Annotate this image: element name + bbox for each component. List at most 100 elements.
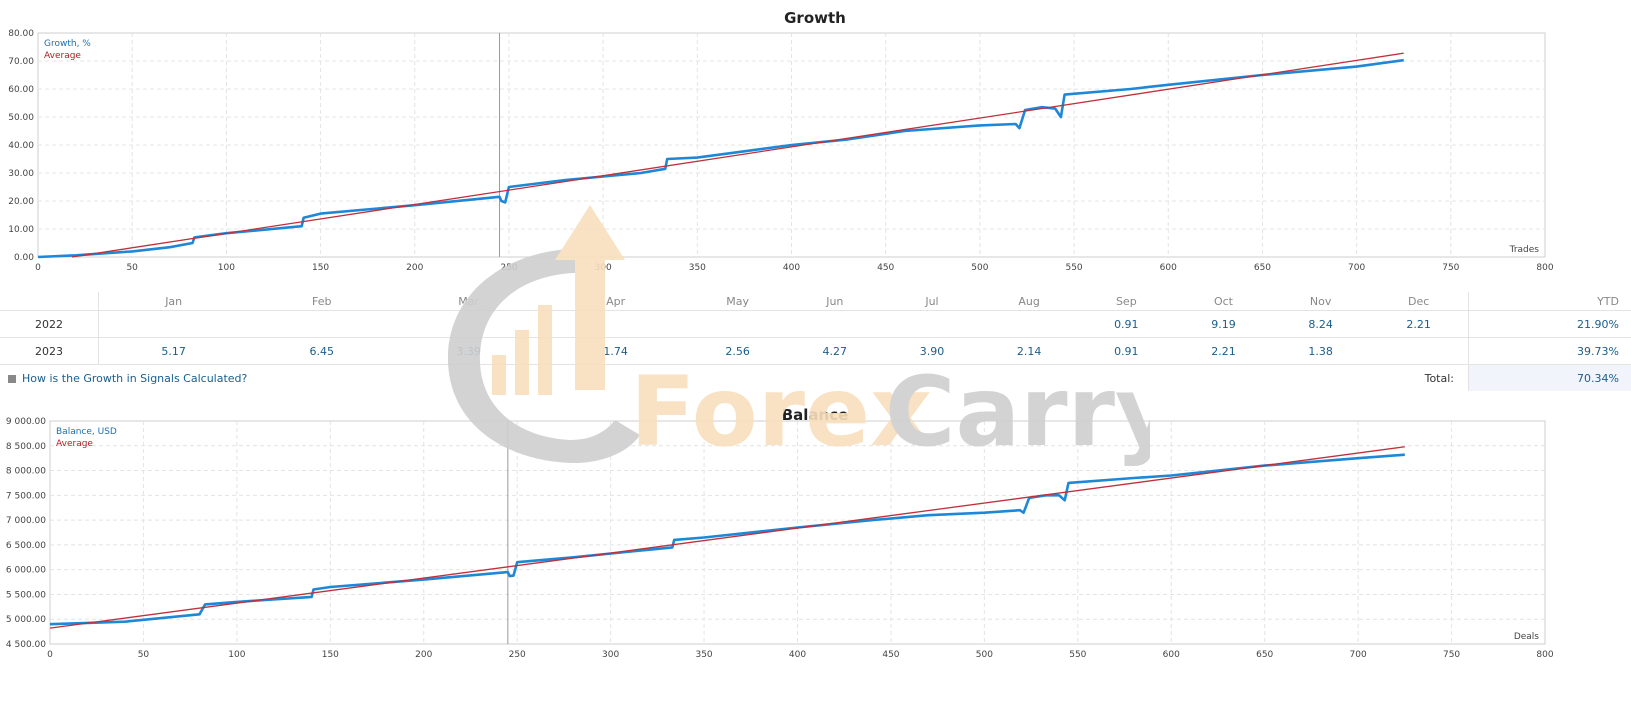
balance-x-tick-label: 200 — [415, 650, 432, 660]
monthly-growth-table: Jan Feb Mar Apr May Jun Jul Aug Sep Oct … — [0, 292, 1631, 391]
growth-help-text: How is the Growth in Signals Calculated? — [22, 371, 248, 385]
header-mar: Mar — [395, 292, 543, 311]
balance-x-tick-label: 350 — [695, 650, 712, 660]
balance-y-tick-label: 6 000.00 — [6, 566, 46, 576]
balance-average-line — [49, 446, 1405, 629]
cell-value: 2.14 — [980, 337, 1078, 365]
cell-value: 8.24 — [1272, 310, 1370, 338]
growth-y-tick-label: 0.00 — [14, 253, 34, 263]
header-jan: Jan — [98, 292, 249, 311]
growth-x-tick-label: 0 — [35, 263, 41, 273]
growth-x-tick-label: 150 — [312, 263, 329, 273]
cell-value — [689, 310, 787, 338]
growth-x-tick-label: 200 — [406, 263, 423, 273]
header-year — [0, 292, 99, 311]
balance-x-tick-label: 150 — [322, 650, 339, 660]
cell-value — [786, 310, 884, 338]
growth-x-tick-label: 250 — [500, 263, 517, 273]
growth-x-tick-label: 450 — [877, 263, 894, 273]
balance-x-tick-label: 100 — [228, 650, 245, 660]
header-sep: Sep — [1077, 292, 1175, 311]
growth-x-tick-label: 750 — [1442, 263, 1459, 273]
header-nov: Nov — [1272, 292, 1370, 311]
balance-x-tick-label: 250 — [509, 650, 526, 660]
growth-y-tick-label: 40.00 — [8, 141, 34, 151]
growth-x-tick-label: 650 — [1254, 263, 1271, 273]
row-year: 2023 — [0, 337, 99, 365]
balance-x-tick-label: 600 — [1163, 650, 1180, 660]
growth-x-tick-label: 50 — [126, 263, 138, 273]
cell-value — [542, 310, 690, 338]
header-jul: Jul — [883, 292, 981, 311]
cell-value: 2.56 — [689, 337, 787, 365]
cell-value: 2.21 — [1174, 337, 1273, 365]
growth-x-tick-label: 100 — [218, 263, 235, 273]
balance-x-axis-label: Deals — [1514, 632, 1539, 642]
header-feb: Feb — [248, 292, 396, 311]
cell-value — [98, 310, 249, 338]
balance-legend-series: Balance, USD — [56, 427, 117, 437]
cell-value: 0.91 — [1077, 310, 1175, 338]
header-jun: Jun — [786, 292, 884, 311]
balance-chart-title: Balance — [782, 406, 849, 424]
growth-x-axis-label: Trades — [1509, 245, 1540, 255]
row-ytd: 21.90% — [1468, 310, 1631, 338]
cell-value: 2.21 — [1369, 310, 1469, 338]
cell-value: 5.17 — [98, 337, 249, 365]
balance-y-tick-label: 5 500.00 — [6, 590, 46, 600]
growth-y-tick-label: 50.00 — [8, 113, 34, 123]
growth-y-tick-label: 30.00 — [8, 169, 34, 179]
total-row: How is the Growth in Signals Calculated?… — [0, 364, 1631, 392]
balance-x-tick-label: 550 — [1069, 650, 1086, 660]
total-label: Total: — [1424, 371, 1454, 385]
balance-y-tick-label: 9 000.00 — [6, 417, 46, 427]
growth-y-tick-label: 60.00 — [8, 85, 34, 95]
balance-x-tick-label: 700 — [1350, 650, 1367, 660]
balance-y-tick-label: 5 000.00 — [6, 615, 46, 625]
cell-value: 3.90 — [883, 337, 981, 365]
header-apr: Apr — [542, 292, 690, 311]
balance-y-tick-label: 4 500.00 — [6, 640, 46, 650]
growth-y-tick-label: 10.00 — [8, 225, 34, 235]
growth-x-tick-label: 350 — [689, 263, 706, 273]
growth-x-tick-label: 500 — [971, 263, 988, 273]
balance-x-tick-label: 400 — [789, 650, 806, 660]
growth-average-line — [71, 52, 1404, 258]
balance-x-tick-label: 0 — [47, 650, 53, 660]
cell-value: 0.91 — [1077, 337, 1175, 365]
cell-value — [883, 310, 981, 338]
cell-value: 1.74 — [542, 337, 690, 365]
balance-x-tick-label: 50 — [138, 650, 150, 660]
balance-y-tick-label: 7 500.00 — [6, 491, 46, 501]
growth-chart-title: Growth — [784, 9, 846, 27]
balance-x-tick-label: 450 — [882, 650, 899, 660]
balance-y-tick-label: 6 500.00 — [6, 541, 46, 551]
growth-y-tick-label: 20.00 — [8, 197, 34, 207]
growth-help-link[interactable]: How is the Growth in Signals Calculated? — [0, 365, 689, 392]
cell-value: 9.19 — [1174, 310, 1273, 338]
balance-x-tick-label: 300 — [602, 650, 619, 660]
growth-y-tick-label: 80.00 — [8, 29, 34, 39]
growth-x-tick-label: 700 — [1348, 263, 1365, 273]
balance-y-tick-label: 8 500.00 — [6, 442, 46, 452]
cell-value: 6.45 — [248, 337, 396, 365]
expand-icon — [8, 374, 16, 383]
table-row: 2023 5.17 6.45 3.39 1.74 2.56 4.27 3.90 … — [0, 337, 1631, 365]
header-aug: Aug — [980, 292, 1078, 311]
balance-x-tick-label: 750 — [1443, 650, 1460, 660]
cell-value: 4.27 — [786, 337, 884, 365]
header-ytd: YTD — [1468, 292, 1631, 311]
growth-legend-average: Average — [44, 51, 81, 61]
balance-legend-average: Average — [56, 439, 93, 449]
balance-y-tick-label: 7 000.00 — [6, 516, 46, 526]
cell-value — [395, 310, 543, 338]
growth-x-tick-label: 800 — [1536, 263, 1553, 273]
growth-x-tick-label: 600 — [1160, 263, 1177, 273]
row-year: 2022 — [0, 310, 99, 338]
row-ytd: 39.73% — [1468, 337, 1631, 365]
balance-y-tick-label: 8 000.00 — [6, 467, 46, 477]
balance-x-tick-label: 650 — [1256, 650, 1273, 660]
balance-chart: Balance 0 50 100 150 200 250 300 350 400 450 500 55… — [6, 406, 1554, 660]
table-row: 2022 0.91 9.19 8.24 2.21 21.90% — [0, 310, 1631, 338]
cell-value: 3.39 — [395, 337, 543, 365]
